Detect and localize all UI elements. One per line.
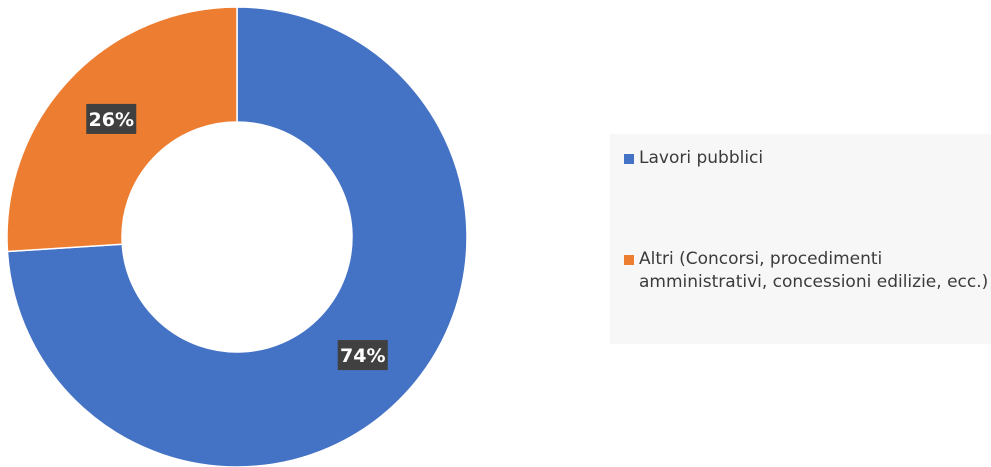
data-label-altri: 26% <box>86 103 137 134</box>
legend-item-lavori-pubblici: Lavori pubblici <box>624 147 989 170</box>
data-label-text-lavori-pubblici: 74% <box>340 345 385 367</box>
legend-item-altri: Altri (Concorsi, procedimenti amministra… <box>624 248 989 294</box>
data-label-lavori-pubblici: 74% <box>337 340 388 371</box>
data-label-box-lavori-pubblici <box>337 340 388 371</box>
legend-swatch-lavori-pubblici <box>624 154 634 164</box>
data-label-text-altri: 26% <box>89 109 134 131</box>
data-label-box-altri <box>86 103 137 134</box>
legend-swatch-altri <box>624 255 634 265</box>
legend-label-altri: Altri (Concorsi, procedimenti amministra… <box>639 249 989 292</box>
legend: Lavori pubblici Altri (Concorsi, procedi… <box>610 134 991 344</box>
legend-label-lavori-pubblici: Lavori pubblici <box>639 148 764 168</box>
